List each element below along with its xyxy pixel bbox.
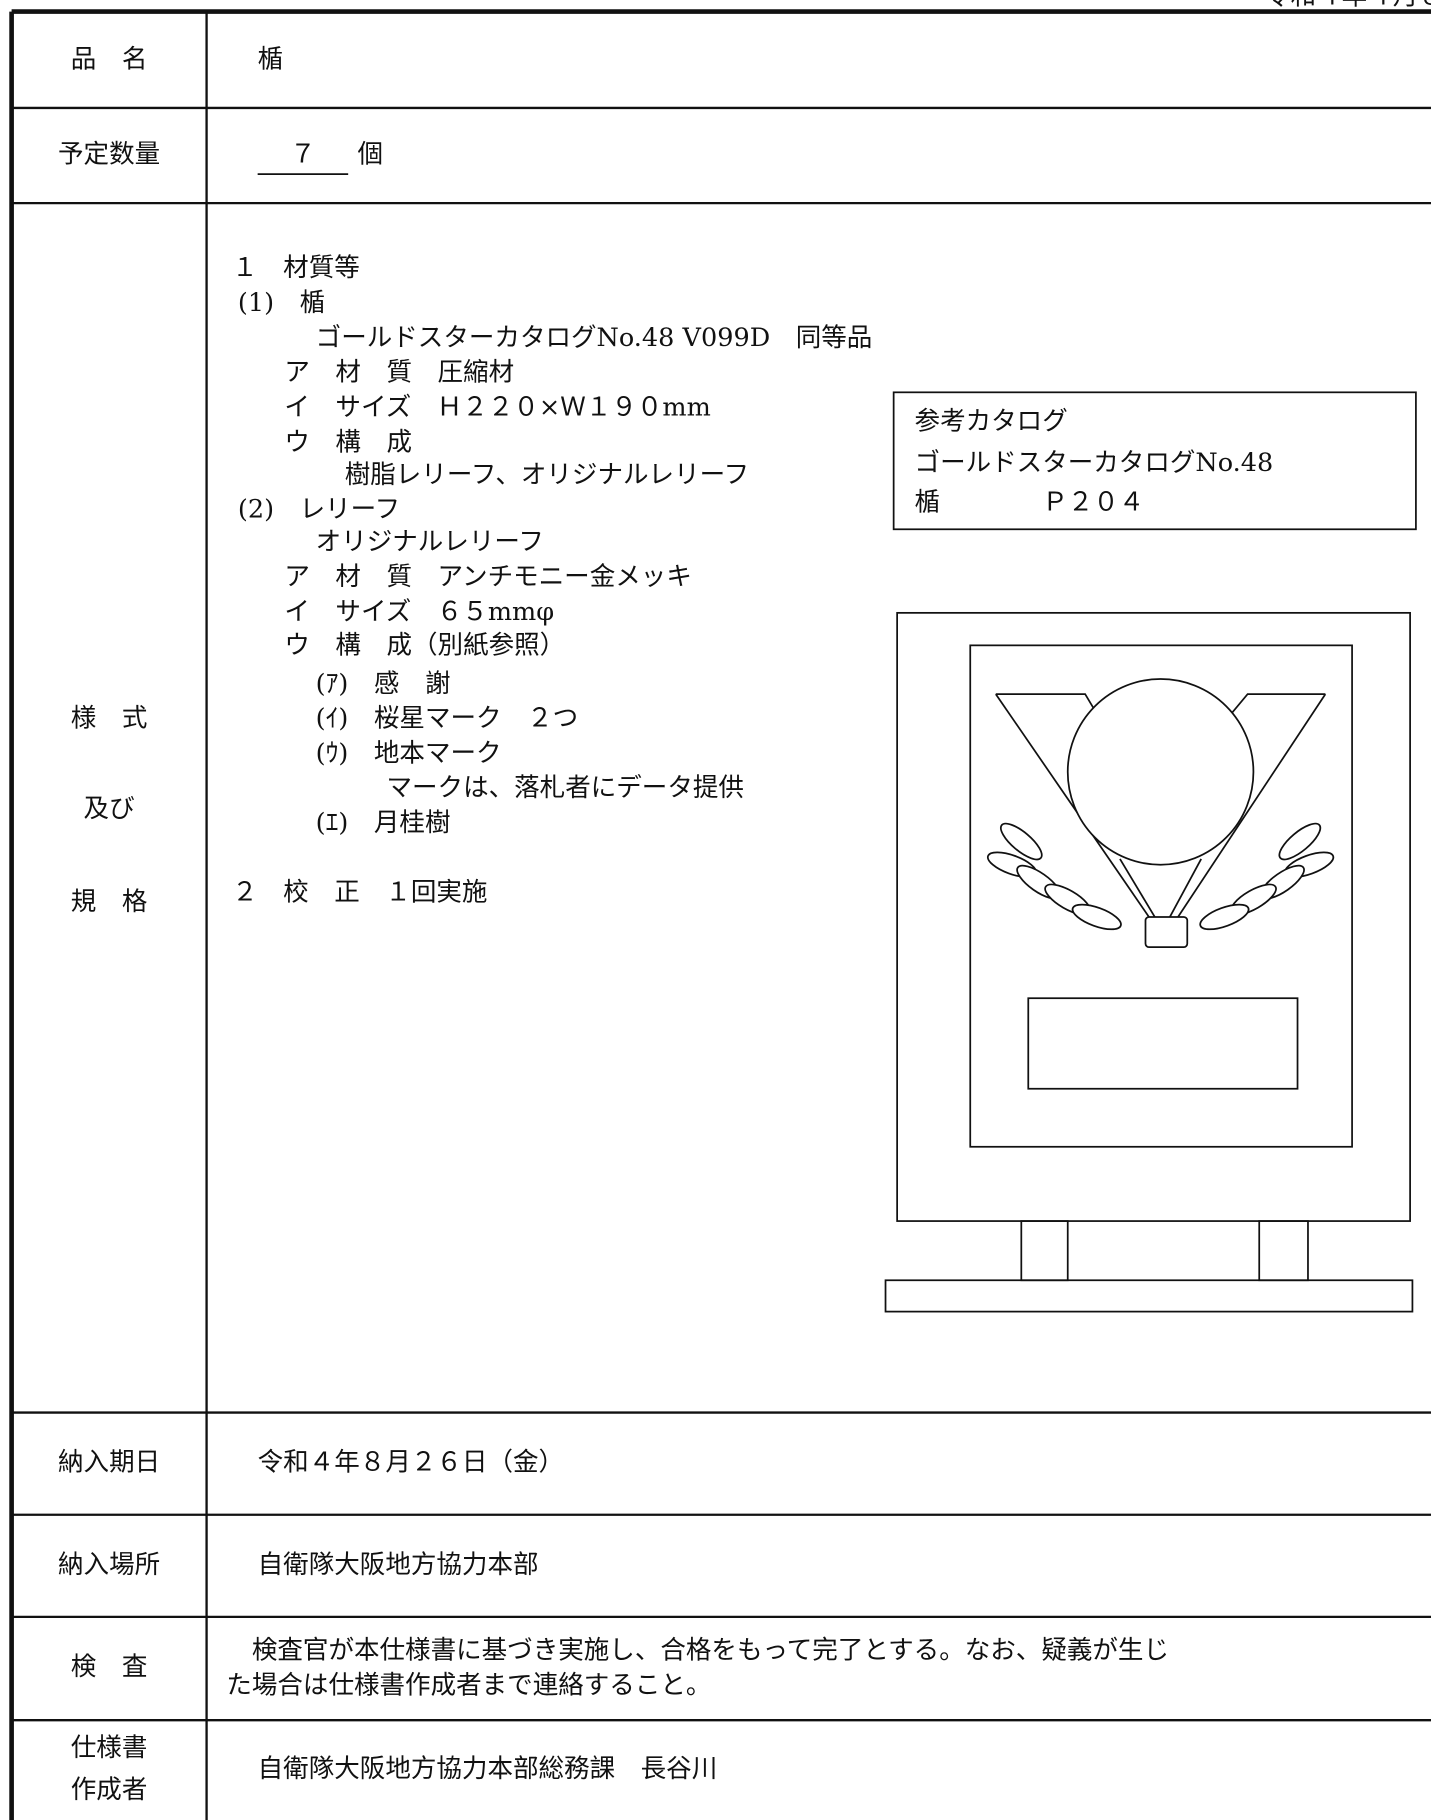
quantity: ７	[290, 140, 316, 170]
spec-line: １ 材質等	[232, 254, 360, 284]
spec-line: ウ 構 成	[284, 428, 413, 458]
inspection-text: た場合は仕様書作成者まで連絡すること。	[226, 1671, 712, 1701]
spec-line: ゴールドスターカタログNo.48 V099D 同等品	[315, 323, 873, 353]
row-label: 納入期日	[58, 1448, 161, 1478]
row-label: 及び	[83, 795, 135, 825]
catalog-box	[892, 391, 1417, 531]
spec-line: ウ 構 成（別紙参照）	[284, 631, 566, 661]
spec-line: (ｳ) 地本マーク	[315, 739, 502, 769]
delivery-place: 自衛隊大阪地方協力本部	[257, 1550, 539, 1580]
spec-line: 樹脂レリーフ、オリジナルレリーフ	[344, 460, 750, 490]
row-label: 規 格	[70, 887, 148, 917]
delivery-date: 令和４年８月２６日（金）	[257, 1448, 565, 1478]
unit: 個	[357, 140, 384, 170]
spec-line: ア 材 質 圧縮材	[284, 358, 515, 388]
row-label: 品 名	[70, 45, 148, 75]
spec-line: (2) レリーフ	[237, 495, 401, 525]
catalog-line: 楯 Ｐ２０４	[914, 488, 1145, 518]
row-label: 作成者	[70, 1775, 148, 1805]
inspection-text: 検査官が本仕様書に基づき実施し、合格をもって完了とする。なお、疑義が生じ	[226, 1636, 1169, 1666]
row-label: 様 式	[70, 704, 148, 734]
spec-line: マークは、落札者にデータ提供	[386, 774, 744, 804]
row-label: 仕様書	[70, 1734, 148, 1764]
spec-line: ２ 校 正 １回実施	[232, 878, 488, 908]
spec-line: (ｲ) 桜星マーク ２つ	[315, 704, 579, 734]
table-lines	[9, 9, 1431, 1820]
spec-line: (ｱ) 感 謝	[315, 669, 451, 699]
spec-line: ア 材 質 アンチモニー金メッキ	[284, 562, 692, 592]
spec-line: (1) 楯	[237, 289, 326, 319]
shield-drawing	[884, 611, 1414, 1313]
catalog-line: 参考カタログ	[914, 407, 1068, 437]
row-label: 検 査	[70, 1652, 148, 1682]
catalog-line: ゴールドスターカタログNo.48	[914, 449, 1274, 479]
header-date: 令和４年４月８日作成	[1265, 0, 1431, 13]
spec-line: オリジナルレリーフ	[315, 528, 544, 558]
item-name: 楯	[257, 45, 284, 75]
spec-line: イ サイズ Ｈ２２０×Ｗ１９０mm	[284, 393, 711, 423]
author: 自衛隊大阪地方協力本部総務課 長谷川	[257, 1754, 718, 1785]
spec-line: (ｴ) 月桂樹	[315, 809, 451, 839]
row-label: 納入場所	[58, 1550, 161, 1580]
spec-line: イ サイズ ６５mmφ	[284, 597, 555, 627]
row-label: 予定数量	[58, 140, 161, 170]
